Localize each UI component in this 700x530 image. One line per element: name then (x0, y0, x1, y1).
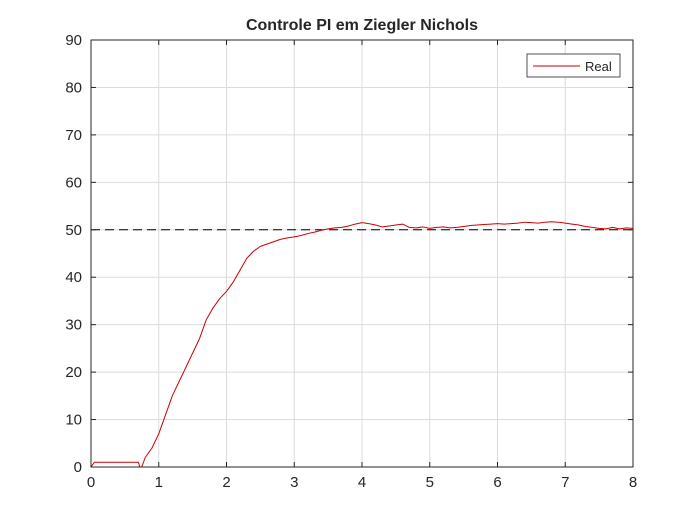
x-tick-label: 1 (155, 474, 163, 491)
x-tick-label: 7 (561, 474, 569, 491)
y-tick-label: 0 (74, 459, 82, 476)
x-tick-label: 6 (493, 474, 501, 491)
y-tick-label: 20 (65, 364, 82, 381)
x-tick-label: 8 (629, 474, 637, 491)
y-tick-label: 50 (65, 222, 82, 239)
x-tick-label: 5 (426, 474, 434, 491)
chart-title: Controle PI em Ziegler Nichols (246, 17, 478, 34)
y-tick-label: 90 (65, 32, 82, 49)
y-tick-label: 80 (65, 79, 82, 96)
legend: Real (526, 53, 621, 78)
series-group (90, 221, 634, 468)
x-tick-label: 3 (290, 474, 298, 491)
y-tick-label: 70 (65, 127, 82, 144)
x-tick-label: 0 (87, 474, 95, 491)
series-line-real (90, 221, 634, 468)
y-tick-label: 40 (65, 269, 82, 286)
y-tick-label: 30 (65, 317, 82, 334)
x-tick-label: 4 (358, 474, 366, 491)
y-tick-label: 10 (65, 412, 82, 429)
y-tick-label: 60 (65, 174, 82, 191)
x-tick-label: 2 (222, 474, 230, 491)
legend-label-real: Real (585, 59, 612, 74)
